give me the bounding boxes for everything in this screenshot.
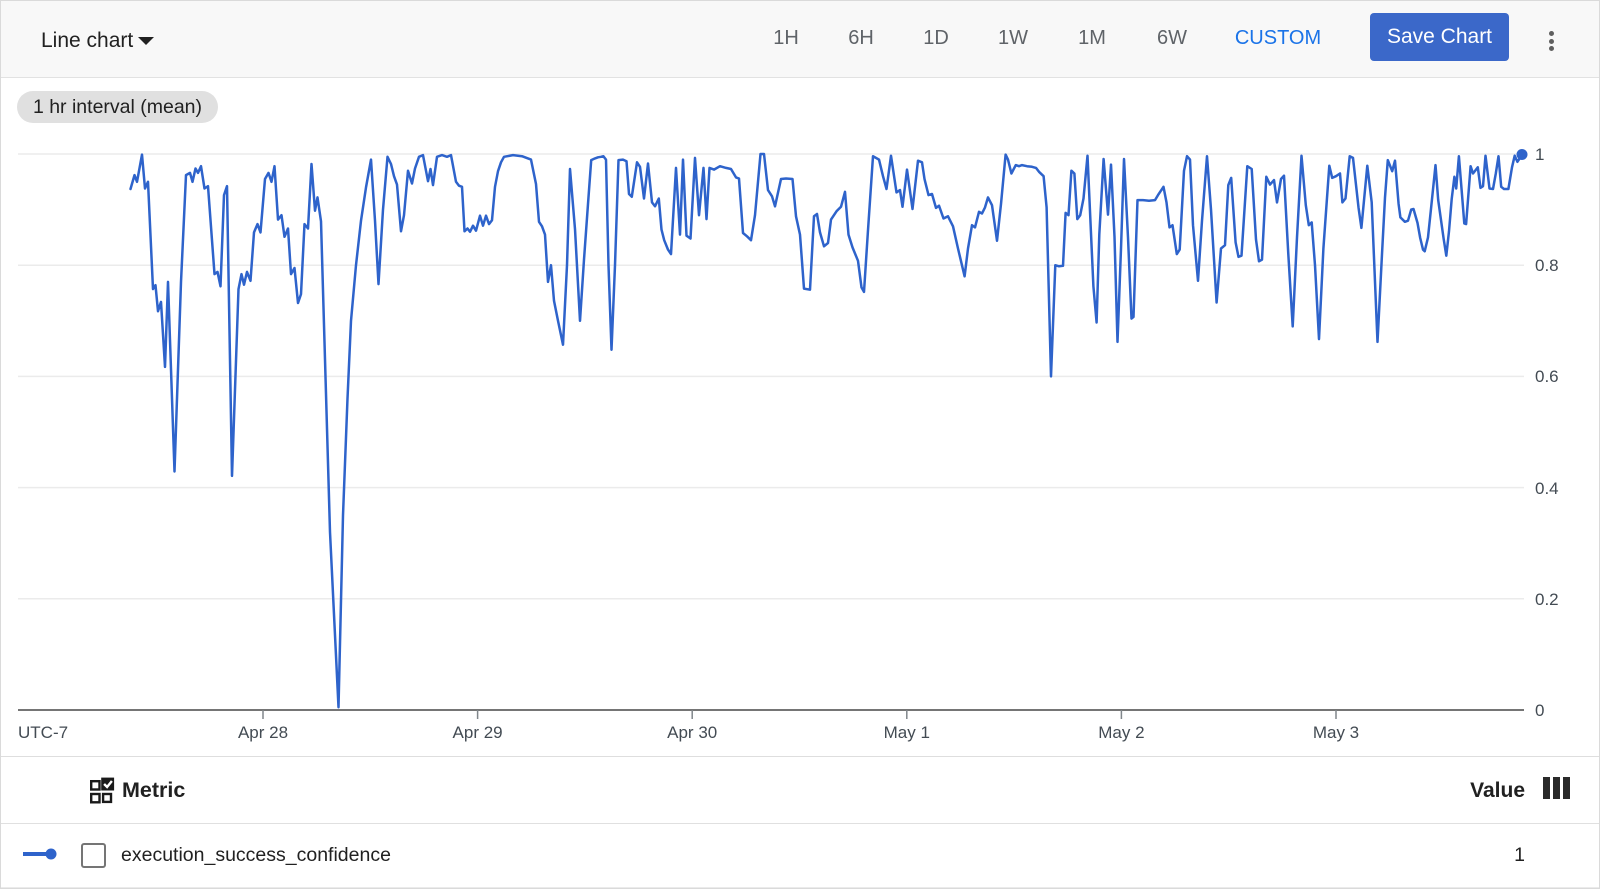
svg-text:0.6: 0.6 [1535,367,1559,386]
svg-text:Apr 28: Apr 28 [238,723,288,742]
svg-text:May 3: May 3 [1313,723,1359,742]
svg-text:0: 0 [1535,701,1544,720]
svg-text:Apr 29: Apr 29 [453,723,503,742]
svg-text:0.8: 0.8 [1535,256,1559,275]
svg-text:May 2: May 2 [1098,723,1144,742]
svg-text:0.4: 0.4 [1535,479,1559,498]
svg-text:UTC-7: UTC-7 [18,723,68,742]
svg-text:May 1: May 1 [884,723,930,742]
svg-text:Apr 30: Apr 30 [667,723,717,742]
svg-text:0.2: 0.2 [1535,590,1559,609]
svg-text:1: 1 [1535,145,1544,164]
